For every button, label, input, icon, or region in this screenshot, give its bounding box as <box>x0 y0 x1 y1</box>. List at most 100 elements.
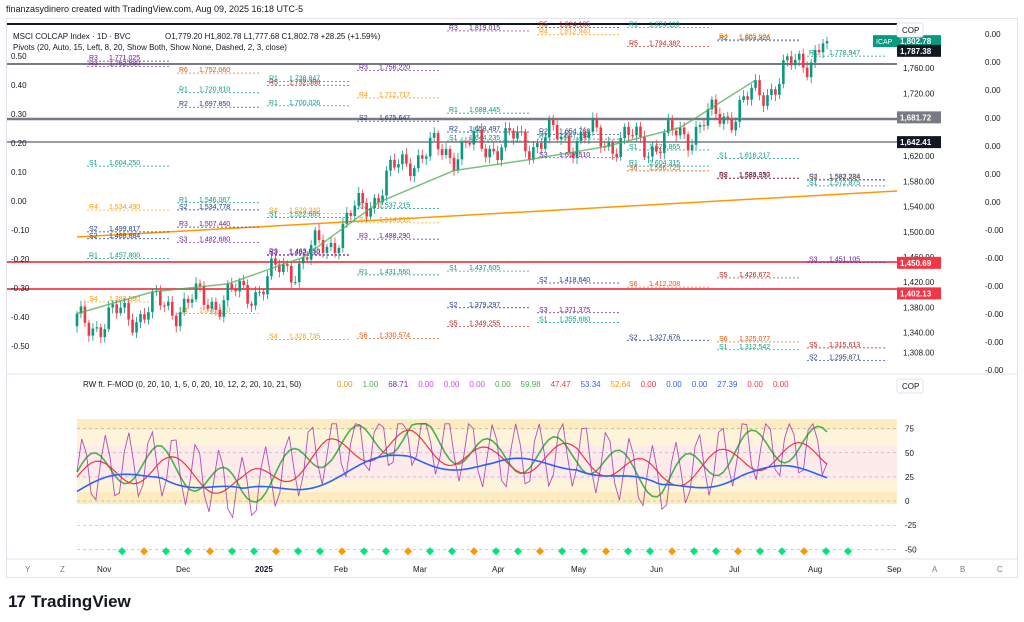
pivot-level-tag: R2 <box>179 101 188 108</box>
chart-canvas[interactable]: R3 1,771.025 R6 1,752.060 R5 1,732.388 R4 1,712… <box>7 19 1017 577</box>
pivot-level-value: 1,418.640 <box>559 277 590 284</box>
currency-button[interactable] <box>896 22 924 38</box>
pivot-level-value: 1,585.350 <box>739 172 770 179</box>
candle-body <box>786 56 789 61</box>
pivot-level-value: 1,824.110 <box>649 22 680 29</box>
signal-marker <box>228 547 236 556</box>
price-badge <box>897 44 941 57</box>
candle-body <box>492 148 495 152</box>
pivot-level-tag: S4 <box>269 207 278 214</box>
signal-marker <box>580 547 588 556</box>
price-axis[interactable]: 1,760.001,720.001,680.001,620.001,580.00… <box>873 35 941 358</box>
pivot-level-value: 1,355.680 <box>559 317 590 324</box>
candle-body <box>476 129 480 132</box>
pivot-level-value: 1,572.875 <box>829 180 860 187</box>
tradingview-logo-icon: 17 <box>8 592 26 611</box>
pivot-level-tag: S5 <box>719 173 728 180</box>
pivot-level-tag: R3 <box>89 55 98 62</box>
time-axis-control[interactable]: Y <box>25 565 31 574</box>
candle-body <box>238 280 241 292</box>
candle-body <box>159 290 162 306</box>
candle-body <box>420 155 424 159</box>
pivot-level-value: 1,325.077 <box>739 336 770 343</box>
pivot-level-tag: R4 <box>359 92 368 99</box>
candle-body <box>623 126 626 139</box>
pivot-level-tag: R5 <box>269 79 278 86</box>
pivot-level-value: 1,349.255 <box>469 321 500 328</box>
right-scale-tick: -0.00 <box>985 254 1004 263</box>
pivot-level-tag: S1 <box>719 153 728 160</box>
pivot-level-value: 1,529.340 <box>289 207 320 214</box>
time-tick: Aug <box>808 565 822 574</box>
candle-body <box>226 283 230 301</box>
signal-marker <box>118 547 126 556</box>
candle-body <box>123 302 126 308</box>
candle-body <box>111 304 115 308</box>
candle-body <box>619 138 622 158</box>
candle-body <box>484 148 488 158</box>
time-axis-control[interactable]: A <box>932 565 938 574</box>
pivot-level-value: 1,499.817 <box>109 226 140 233</box>
candle-body <box>99 327 103 338</box>
price-tick: 1,420.00 <box>903 278 935 287</box>
pivot-level-tag: S1 <box>539 317 548 324</box>
candle-body <box>805 67 809 78</box>
legend-ohlc: O1,779.20 H1,802.78 L1,777.68 C1,802.78 … <box>165 32 381 41</box>
indicator-pane[interactable] <box>76 419 897 556</box>
candle-body <box>182 298 186 313</box>
pivot-level-tag: S6 <box>359 332 368 339</box>
candle-body <box>218 309 222 317</box>
pivot-level-tag: S5 <box>719 272 728 279</box>
pivot-level-tag: S4 <box>89 296 98 303</box>
price-pane[interactable]: R3 1,771.025 R6 1,752.060 R5 1,732.388 R4 1,712… <box>7 22 898 362</box>
candle-body <box>222 300 226 317</box>
time-axis-control[interactable]: B <box>960 565 965 574</box>
tradingview-brand[interactable]: 17 TradingView <box>8 592 131 612</box>
price-tick: 1,720.00 <box>903 89 935 98</box>
candle-body <box>337 247 341 254</box>
indicator-currency-button[interactable] <box>896 378 924 394</box>
symbol-badge <box>873 35 897 48</box>
pivot-level-tag: S1 <box>449 135 458 142</box>
candle-body <box>456 159 460 171</box>
time-axis[interactable]: Nov Dec 2025 Feb Mar Apr May Jun Jul Aug Sep Y Z A B C <box>25 565 1003 574</box>
candle-body <box>115 304 118 314</box>
candle-body <box>357 193 361 206</box>
currency-label: COP <box>902 26 919 35</box>
candle-body <box>361 193 365 204</box>
candle-body <box>508 128 511 131</box>
indicator-value: 0.00 <box>337 380 353 389</box>
pivot-level-tag: S6 <box>629 165 638 172</box>
pivot-level-value: 1,315.613 <box>829 342 860 349</box>
candle-body <box>651 146 654 157</box>
candle-body <box>480 129 484 149</box>
indicator-value: 59.98 <box>521 380 542 389</box>
left-scale-tick: -0.20 <box>11 255 30 264</box>
candle-body <box>397 164 400 168</box>
pivot-level-tag: R3 <box>359 64 368 71</box>
indicator-value: 53.34 <box>581 380 602 389</box>
candle-body <box>801 53 805 68</box>
candle-body <box>409 163 412 177</box>
pivot-level-value: 1,488.290 <box>379 233 410 240</box>
price-tick: 1,580.00 <box>903 177 935 186</box>
candle-body <box>464 141 468 143</box>
candle-body <box>393 159 396 168</box>
time-tick: Sep <box>887 565 902 574</box>
candle-body <box>567 135 571 153</box>
price-badge <box>897 35 941 48</box>
price-tick: 1,760.00 <box>903 64 935 73</box>
pivot-level-tag: R3 <box>89 60 98 67</box>
time-axis-control[interactable]: Z <box>60 565 65 574</box>
price-badge <box>897 256 941 269</box>
time-axis-control[interactable]: C <box>997 565 1003 574</box>
indicator-axis: 75 50 25 0 -25 -50 <box>905 425 917 555</box>
indicator-value: 0.00 <box>495 380 511 389</box>
pivot-level-value: 1,697.850 <box>199 101 230 108</box>
candle-body <box>194 283 198 300</box>
pivot-level-value: 1,771.025 <box>109 55 140 62</box>
pivot-level-value: 1,712.717 <box>379 92 410 99</box>
signal-marker <box>734 547 742 556</box>
pivot-level-tag: R5 <box>539 22 548 29</box>
candle-body <box>278 264 281 273</box>
